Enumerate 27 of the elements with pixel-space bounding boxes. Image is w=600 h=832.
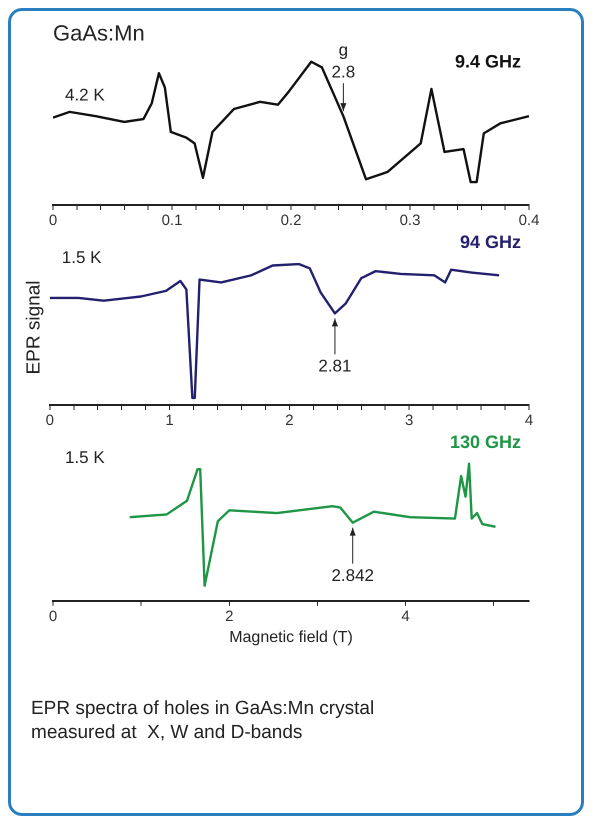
x-axis-title: Magnetic field (T)	[229, 628, 353, 646]
x-tick-label: 4	[524, 412, 534, 430]
x-tick-label: 0.2	[280, 212, 302, 230]
x-tick-label: 2	[285, 412, 294, 430]
y-axis-title: EPR signal	[24, 280, 45, 374]
x-tick-label: 0	[48, 608, 58, 625]
series-label: 94 GHz	[460, 232, 521, 252]
annotation: 2.8	[332, 62, 356, 82]
text: g	[338, 40, 348, 60]
x-tick-label: 0	[46, 412, 54, 430]
text: EPR spectra of holes in GaAs:Mn crystal measured at X, W and D-bands	[31, 697, 376, 745]
x-tick-label: 3	[405, 412, 414, 430]
series-label: 9.4 GHz	[454, 51, 521, 72]
annotation: 2.842	[331, 566, 374, 585]
x-tick-label: 4	[401, 608, 410, 625]
x-tick-label: 1	[165, 412, 174, 430]
annotation: 2.81	[318, 356, 352, 376]
series-label: 130 GHz	[450, 432, 521, 452]
annotation: 4.2 K	[65, 86, 106, 105]
x-tick-label: 0	[48, 212, 58, 230]
x-tick-label: 0.1	[162, 212, 182, 230]
annotation: 1.5 K	[62, 248, 102, 268]
x-tick-label: 2	[225, 608, 234, 625]
x-tick-label: 0.4	[518, 212, 540, 230]
x-tick-label: 0.3	[400, 212, 420, 230]
chart-title: GaAs:Mn	[53, 20, 145, 46]
annotation: 1.5 K	[65, 448, 106, 468]
